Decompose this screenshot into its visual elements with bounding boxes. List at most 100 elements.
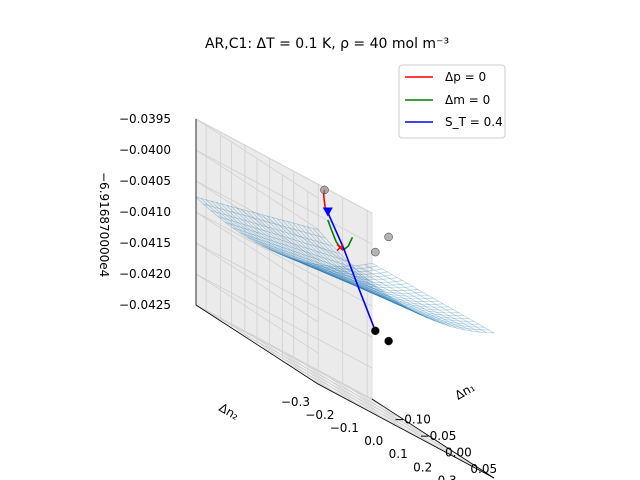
surface-line-x — [272, 217, 449, 308]
grid-floor-y — [269, 343, 392, 424]
grid-floor-y — [244, 330, 368, 411]
surface-line-x — [216, 202, 393, 278]
surface-line-x — [221, 203, 398, 281]
surface-line-x — [211, 200, 388, 275]
grid-left-z — [195, 149, 319, 230]
z-tick-label: −0.0410 — [119, 205, 171, 219]
legend-label-dm: Δm = 0 — [445, 93, 490, 107]
y-tick-label: 0.1 — [389, 447, 408, 461]
surface-line-x — [236, 207, 413, 289]
grid-back-z — [195, 180, 373, 276]
tick-labels: −0.10 −0.05 0.00 0.05 0.10 −0.3−0.2−0.1 0.0 0.1… — [119, 112, 523, 480]
marker-triangle-0 — [322, 207, 333, 217]
surface-line-y — [210, 210, 333, 247]
marker-point-3 — [384, 232, 393, 242]
grid-floor-y — [220, 317, 343, 398]
surface-line-y — [364, 264, 487, 334]
y-tick-label: 0.3 — [438, 473, 457, 480]
surface-line-y — [232, 227, 355, 269]
x-tick-label: 0.00 — [445, 446, 472, 460]
y-tick-label: −0.1 — [330, 421, 359, 435]
surface-line-y — [342, 266, 465, 331]
y-tick-label: 0.0 — [364, 434, 383, 448]
x-tick-label: −0.10 — [394, 413, 431, 427]
grid-left-z — [195, 180, 319, 261]
surface-line-y — [349, 265, 473, 332]
surface-line-y — [357, 265, 480, 333]
grid-back-z — [195, 242, 373, 338]
z-axis-offset-label: −6.916870000e4 — [97, 172, 111, 277]
z-tick-label: −0.0395 — [119, 112, 171, 126]
y-tick-label: 0.2 — [413, 460, 432, 474]
x-tick-label: 0.10 — [496, 478, 523, 480]
surface-line-x — [282, 219, 459, 314]
surface-line-x — [246, 210, 423, 294]
x-tick-label: −0.05 — [420, 429, 457, 443]
surface-line-y — [327, 265, 451, 327]
grid-left-z — [195, 211, 319, 292]
axis-edge — [371, 398, 495, 479]
surface-line-x — [261, 214, 439, 302]
surface-line-x — [241, 209, 418, 291]
surface-line-x — [251, 211, 428, 297]
axis-lines — [195, 119, 495, 479]
chart-title: AR,C1: ΔT = 0.1 K, ρ = 40 mol m⁻³ — [205, 36, 449, 52]
surface-line-y — [305, 262, 429, 319]
marker-point-2 — [371, 247, 380, 257]
surface-line-x — [231, 206, 408, 286]
surface-line-y — [261, 245, 385, 293]
surface-line-x — [226, 204, 403, 283]
surface-line-y — [217, 216, 341, 255]
legend-label-dp: Δp = 0 — [445, 70, 486, 84]
surface-line-y — [276, 252, 399, 303]
surface-line-y — [335, 265, 458, 329]
series-line-2 — [327, 212, 377, 332]
surface-line-x — [277, 218, 454, 311]
surface-line-y — [203, 203, 326, 239]
legend-box — [398, 64, 506, 139]
grid-floor-y — [293, 356, 416, 437]
surface-line-y — [371, 262, 495, 334]
surface-line-y — [283, 255, 407, 308]
surface-line-x — [317, 229, 495, 334]
grid-back-z — [195, 149, 373, 245]
surface-line-y — [239, 232, 363, 275]
surface-line-y — [269, 249, 392, 298]
surface-line-x — [287, 221, 464, 317]
grid-back-z — [195, 211, 373, 307]
z-tick-label: −0.0425 — [119, 298, 171, 312]
surface-line-y — [298, 260, 421, 316]
surface-line-y — [313, 263, 436, 322]
axes-gridlines — [195, 118, 490, 476]
grid-back-z — [195, 304, 373, 400]
grid-floor-y — [342, 382, 465, 463]
marker-point-5 — [384, 336, 393, 346]
z-tick-label: −0.0415 — [119, 236, 171, 250]
grid-left-z — [195, 242, 319, 323]
grid-floor-y — [318, 369, 441, 450]
surface-line-x — [307, 226, 484, 328]
surface-line-x — [195, 196, 373, 267]
y-tick-label: −0.3 — [281, 395, 310, 409]
surface-line-y — [320, 264, 443, 325]
z-tick-label: −0.0420 — [119, 267, 171, 281]
z-tick-label: −0.0405 — [119, 174, 171, 188]
surface-line-y — [291, 257, 414, 312]
x-tick-label: 0.05 — [470, 462, 497, 476]
legend-label-st: S_T = 0.4 — [445, 115, 503, 129]
grid-left-z — [195, 273, 319, 354]
grid-left-z — [195, 118, 319, 199]
surface-line-x — [266, 215, 444, 305]
surface-line-y — [247, 237, 370, 282]
marker-x-6 — [336, 243, 344, 252]
z-tick-label: −0.0400 — [119, 143, 171, 157]
surface-line-x — [312, 228, 489, 331]
legend: Δp = 0 Δm = 0 S_T = 0.4 — [398, 64, 506, 139]
marker-point-1 — [320, 185, 329, 195]
marker-point-4 — [371, 326, 380, 336]
point-markers — [320, 185, 393, 346]
grid-back-z — [195, 273, 373, 369]
grid-back-z — [195, 118, 373, 214]
surface-mesh — [195, 196, 495, 334]
